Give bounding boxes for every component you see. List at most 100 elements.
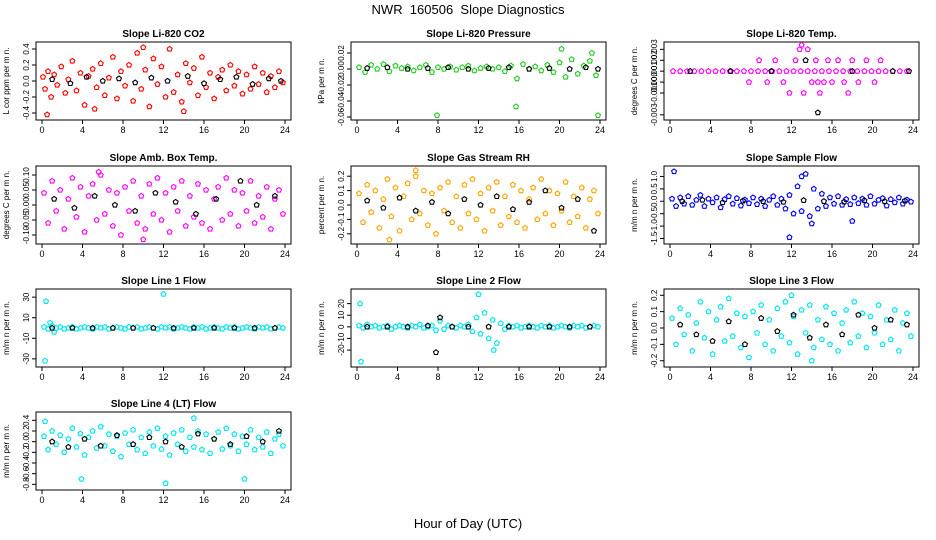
data-point <box>740 67 748 74</box>
highlight-point <box>271 324 278 331</box>
x-tick-label: 24 <box>595 249 605 259</box>
data-point <box>121 183 129 190</box>
highlight-point <box>849 67 856 74</box>
data-point <box>180 108 187 115</box>
data-point <box>907 198 915 205</box>
data-point <box>677 305 684 312</box>
data-point <box>51 71 58 78</box>
data-point <box>219 445 226 452</box>
data-point <box>243 441 250 447</box>
data-point <box>816 89 823 96</box>
panel-title: Slope Line 4 (LT) Flow <box>111 399 217 410</box>
data-point <box>43 111 51 118</box>
data-point <box>109 448 116 454</box>
data-point <box>672 341 680 348</box>
data-point <box>121 429 129 436</box>
data-point <box>824 57 832 63</box>
y-tick-label: -0.001 <box>650 81 659 104</box>
panel-title: Slope Li-820 Temp. <box>746 29 837 40</box>
data-point <box>117 453 125 460</box>
data-point <box>412 167 419 174</box>
data-point <box>546 322 553 329</box>
y-tick-label: -0.06 <box>337 107 346 126</box>
highlight-point <box>49 438 56 445</box>
data-point <box>255 323 262 330</box>
data-point <box>459 64 466 71</box>
data-point <box>410 67 417 74</box>
y-tick-label: 0.1 <box>337 184 346 196</box>
y-tick-label: -0.02 <box>337 75 346 94</box>
data-point <box>150 55 157 62</box>
x-tick-label: 0 <box>354 372 359 382</box>
data-point <box>101 323 108 330</box>
data-point <box>797 67 804 74</box>
data-point <box>566 219 573 225</box>
data-point <box>134 49 141 56</box>
data-point <box>705 308 712 315</box>
x-tick-label: 8 <box>120 372 125 382</box>
x-tick-label: 24 <box>280 372 290 382</box>
data-point <box>255 80 262 87</box>
data-point <box>130 177 137 184</box>
highlight-point <box>200 80 208 87</box>
data-point <box>465 62 472 69</box>
highlight-point <box>170 324 177 331</box>
data-point <box>689 347 696 354</box>
data-point <box>138 85 145 92</box>
x-tick-label: 8 <box>748 372 753 382</box>
highlight-point <box>725 318 732 325</box>
data-point <box>279 79 287 86</box>
data-point <box>521 224 529 231</box>
highlight-point <box>485 323 492 330</box>
data-point <box>41 85 49 92</box>
data-point <box>364 321 371 328</box>
data-point <box>883 202 890 209</box>
data-point <box>804 67 811 74</box>
data-point <box>150 442 157 449</box>
highlight-point <box>148 74 155 81</box>
highlight-point <box>526 65 533 72</box>
data-point <box>786 89 793 96</box>
data-point <box>839 319 846 326</box>
highlight-point <box>97 442 104 449</box>
data-point <box>689 201 696 208</box>
data-point <box>182 222 189 229</box>
data-point <box>485 184 492 191</box>
data-point <box>386 68 393 75</box>
data-point <box>61 225 68 232</box>
data-point <box>907 332 915 339</box>
highlight-point <box>594 65 602 72</box>
data-point <box>847 339 854 346</box>
data-point <box>93 323 100 330</box>
data-point <box>830 310 838 316</box>
data-point <box>211 323 218 330</box>
data-point <box>40 189 48 196</box>
data-point <box>822 303 830 310</box>
data-point <box>681 331 688 338</box>
y-tick-label: -0.2 <box>22 90 31 104</box>
data-point <box>69 57 76 64</box>
panel-title: Slope Sample Flow <box>746 153 837 164</box>
x-tick-label: 4 <box>395 125 400 135</box>
data-point <box>570 193 577 200</box>
data-point <box>158 216 165 223</box>
data-point <box>568 56 575 63</box>
data-point <box>814 316 821 323</box>
data-point <box>783 67 790 74</box>
y-tick-label: 0.002 <box>650 50 659 71</box>
data-point <box>178 323 185 330</box>
x-tick-label: 16 <box>514 125 524 135</box>
data-point <box>590 322 598 329</box>
y-tick-label: 1.0 <box>650 170 659 182</box>
data-point <box>101 210 108 217</box>
y-tick-label: -1.5 <box>650 231 659 245</box>
data-point <box>117 68 125 75</box>
data-point <box>814 78 821 85</box>
y-tick-label: 10 <box>22 313 31 322</box>
data-point <box>574 70 581 77</box>
highlight-point <box>582 64 589 71</box>
highlight-point <box>259 438 266 445</box>
data-point <box>251 446 258 453</box>
data-point <box>279 442 287 449</box>
data-point <box>81 451 88 458</box>
